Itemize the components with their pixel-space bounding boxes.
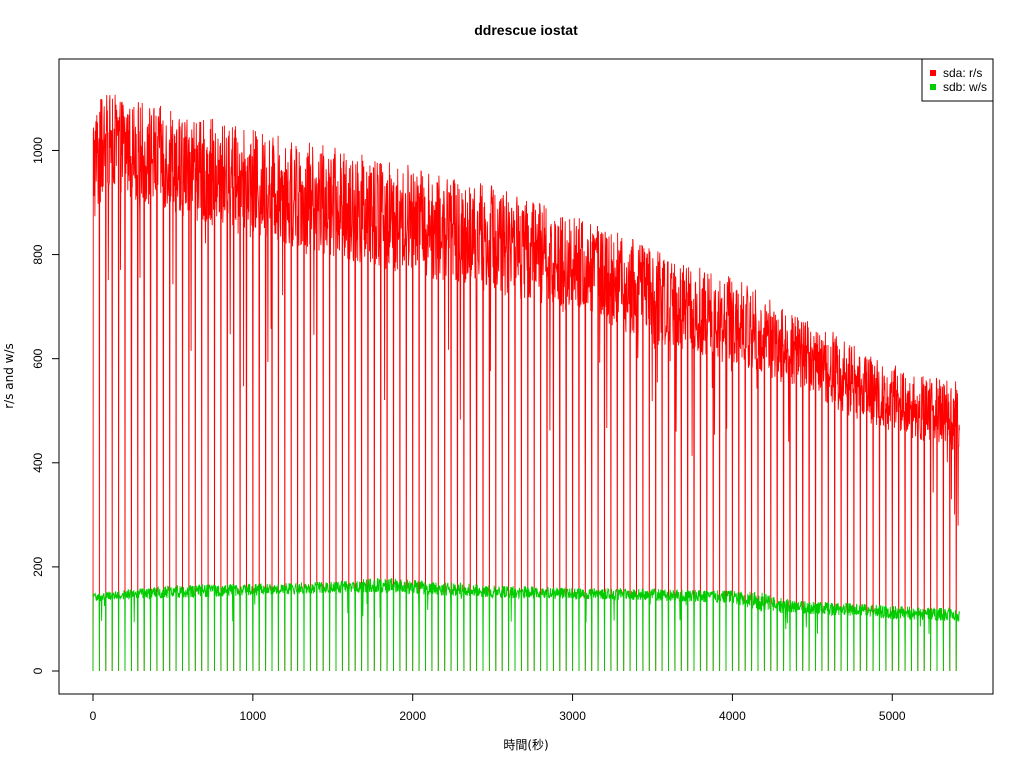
x-axis-label: 時間(秒) — [503, 738, 548, 752]
legend-label-sdb: sdb: w/s — [943, 80, 987, 94]
x-axis: 0 1000 2000 3000 4000 5000 — [90, 693, 906, 723]
legend-swatch-sda — [930, 70, 936, 76]
series-line-sdb — [92, 577, 960, 672]
y-axis: 0 200 400 600 800 1000 — [31, 137, 60, 674]
series-line-sda — [92, 94, 960, 672]
x-tick-label: 1000 — [240, 709, 267, 723]
y-tick-label: 800 — [31, 244, 45, 264]
y-tick-label: 600 — [31, 348, 45, 368]
x-tick-label: 5000 — [879, 709, 906, 723]
legend: sda: r/s sdb: w/s — [921, 58, 994, 102]
y-tick-label: 200 — [31, 557, 45, 577]
legend-swatch-sdb — [930, 84, 936, 90]
x-tick-label: 3000 — [559, 709, 586, 723]
y-axis-label: r/s and w/s — [2, 343, 16, 409]
x-tick-label: 4000 — [719, 709, 746, 723]
series-layer — [92, 94, 960, 672]
y-tick-label: 1000 — [31, 137, 45, 164]
x-tick-label: 0 — [90, 709, 97, 723]
chart-title: ddrescue iostat — [474, 22, 578, 38]
y-tick-label: 0 — [31, 667, 45, 674]
y-tick-label: 400 — [31, 452, 45, 472]
legend-label-sda: sda: r/s — [943, 66, 982, 80]
legend-box — [921, 58, 994, 102]
x-tick-label: 2000 — [399, 709, 426, 723]
